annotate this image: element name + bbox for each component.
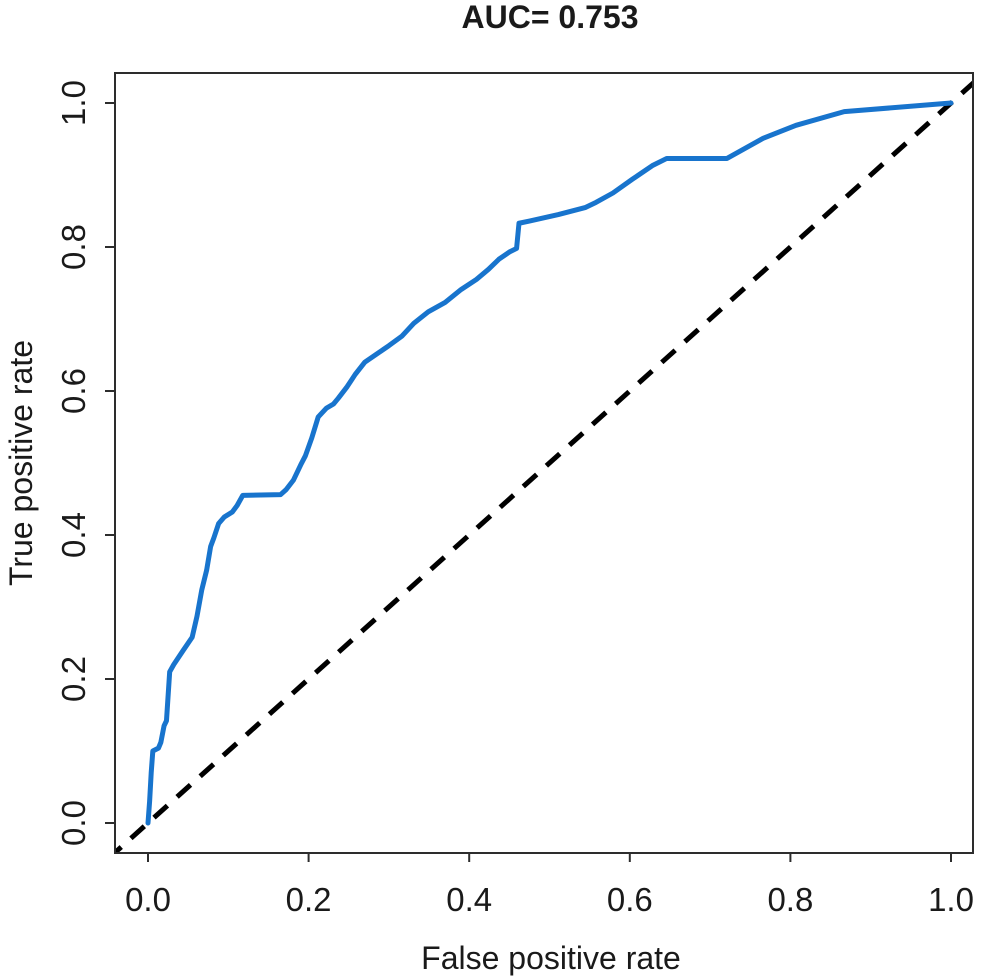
plot-frame [114, 72, 974, 854]
roc-curve-line [145, 100, 954, 826]
chart-title: AUC= 0.753 [462, 0, 639, 35]
y-axis-tick-label: 1.0 [55, 80, 92, 126]
y-axis-tick-label: 0.0 [55, 800, 92, 846]
y-axis-tick-label: 0.2 [55, 656, 92, 702]
x-axis-tick-label: 0.4 [446, 881, 492, 918]
y-axis-tick-label: 0.6 [55, 368, 92, 414]
x-axis-label: False positive rate [421, 940, 681, 976]
chart-content: 0.0 0.2 0.4 0.6 0.8 1.0 0.0 0.2 0.4 0.6 0.8 1.0 [55, 72, 974, 918]
x-axis-tick-label: 0.2 [286, 881, 332, 918]
x-axis-tick-label: 0.0 [125, 881, 171, 918]
x-axis-tick-label: 0.6 [607, 881, 653, 918]
chance-line-line [115, 79, 973, 853]
y-axis-label: True positive rate [3, 340, 39, 586]
y-axis-tick-label: 0.4 [55, 512, 92, 558]
y-axis-tick-label: 0.8 [55, 224, 92, 270]
x-axis-tick-label: 1.0 [928, 881, 974, 918]
x-axis-tick-label: 0.8 [767, 881, 813, 918]
